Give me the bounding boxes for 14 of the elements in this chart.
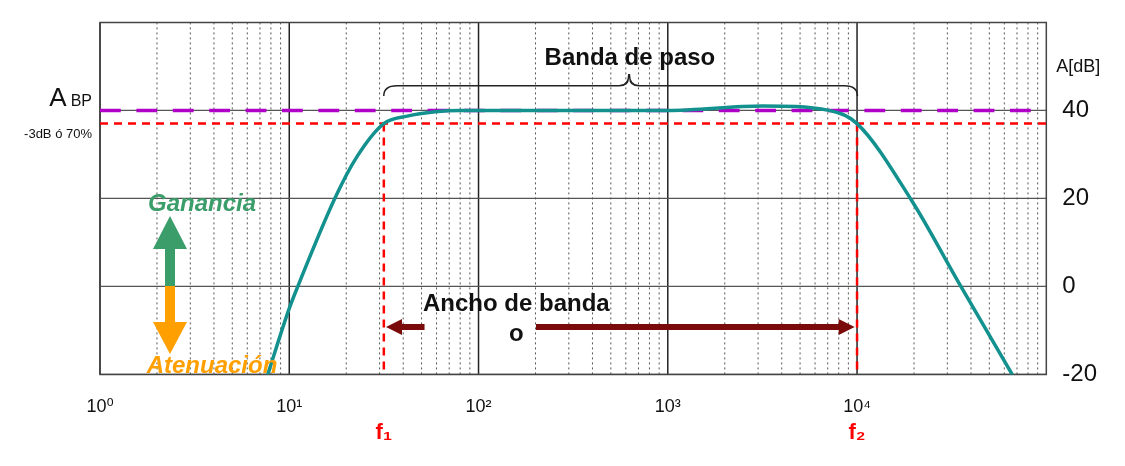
x-tick-label: 10⁴ xyxy=(843,396,871,417)
ref-line-label: f₁ xyxy=(375,419,393,445)
annotation: o xyxy=(509,319,524,347)
y-axis-title: A[dB] xyxy=(1056,56,1101,77)
y-tick-label: 20 xyxy=(1062,183,1090,211)
x-tick-label: 10³ xyxy=(654,396,681,417)
y-tick-label: -20 xyxy=(1062,359,1097,387)
y-tick-label: 40 xyxy=(1062,95,1090,123)
ref-line-label: -3dB ó 70% xyxy=(24,125,93,141)
ref-line-label: f₂ xyxy=(848,419,866,445)
x-tick-label: 10⁰ xyxy=(86,396,114,417)
x-tick-label: 10¹ xyxy=(276,396,303,417)
x-tick-label: 10² xyxy=(465,396,492,417)
y-tick-label: 0 xyxy=(1062,271,1076,299)
